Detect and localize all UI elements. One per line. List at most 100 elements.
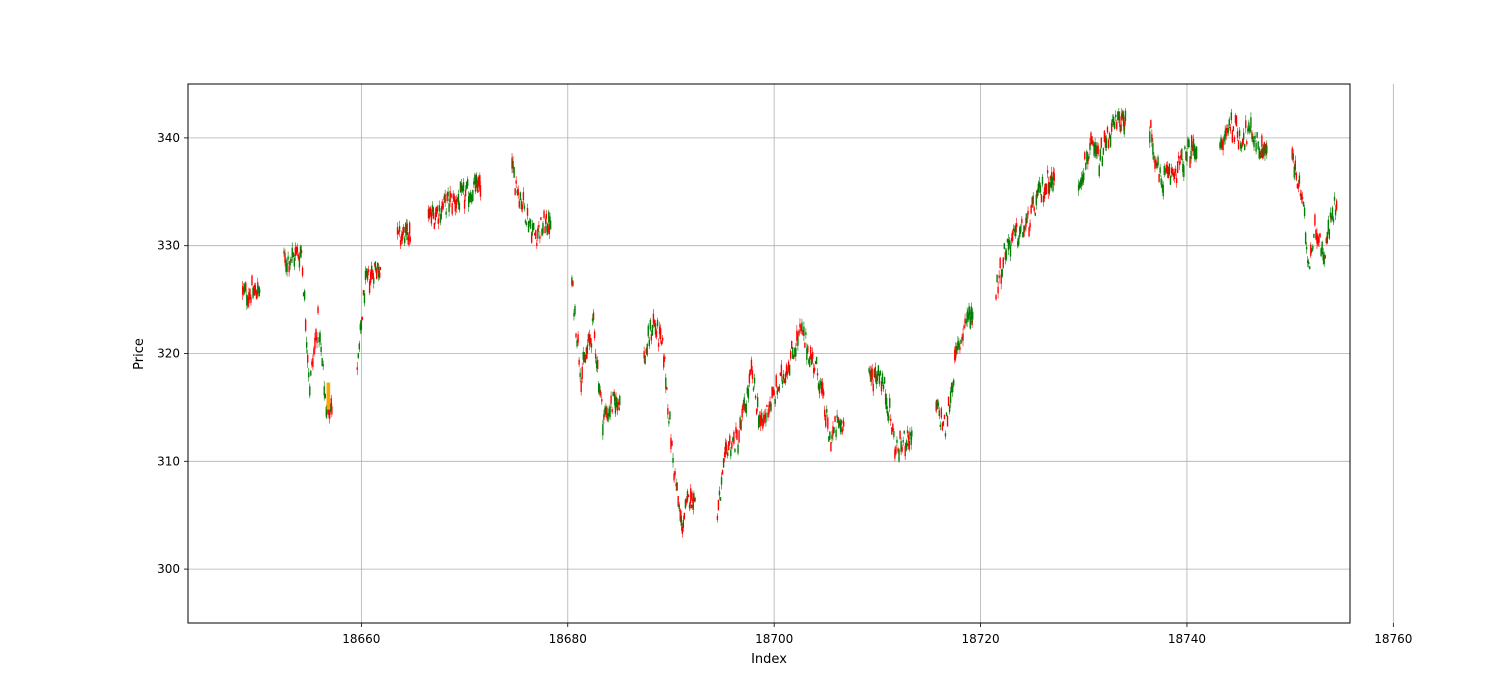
candle bbox=[290, 257, 292, 264]
candle bbox=[739, 415, 741, 430]
candle bbox=[743, 393, 745, 411]
candle bbox=[663, 353, 665, 371]
candle bbox=[574, 303, 576, 317]
candle bbox=[578, 357, 580, 368]
candle bbox=[647, 323, 649, 339]
candle bbox=[826, 405, 828, 417]
candle bbox=[1249, 125, 1251, 135]
candle bbox=[909, 432, 912, 437]
candle bbox=[716, 513, 719, 523]
candle bbox=[687, 494, 690, 498]
candle bbox=[811, 347, 814, 364]
candle bbox=[517, 185, 519, 200]
candle bbox=[460, 178, 463, 196]
candle bbox=[243, 282, 245, 297]
candle bbox=[283, 247, 285, 257]
candle bbox=[247, 295, 249, 309]
candle bbox=[453, 193, 455, 204]
candle bbox=[541, 227, 543, 237]
candle bbox=[461, 184, 464, 194]
candle bbox=[876, 370, 879, 384]
candle bbox=[897, 446, 899, 454]
candle bbox=[1239, 140, 1242, 152]
candle bbox=[428, 206, 431, 220]
candle bbox=[1177, 151, 1180, 163]
candle bbox=[836, 409, 838, 424]
candle bbox=[1023, 225, 1025, 238]
candle bbox=[591, 313, 594, 326]
candle bbox=[802, 329, 804, 336]
candle bbox=[1014, 223, 1017, 239]
candle bbox=[576, 338, 578, 349]
candle bbox=[1083, 167, 1085, 186]
candle bbox=[841, 426, 844, 435]
candle bbox=[785, 362, 788, 378]
candle bbox=[1108, 131, 1111, 140]
candle bbox=[1229, 123, 1231, 134]
candle bbox=[686, 488, 689, 504]
candle bbox=[939, 421, 942, 431]
candle bbox=[951, 381, 954, 397]
candle bbox=[1001, 267, 1003, 278]
candle bbox=[904, 442, 906, 460]
candle bbox=[907, 440, 909, 450]
candle bbox=[956, 343, 958, 355]
candle bbox=[676, 482, 678, 491]
candle bbox=[970, 302, 973, 323]
candle bbox=[1291, 146, 1293, 162]
candle bbox=[803, 321, 805, 342]
candle bbox=[379, 266, 382, 271]
candle bbox=[1245, 115, 1247, 134]
candle bbox=[657, 338, 660, 352]
candle bbox=[810, 345, 812, 360]
candle bbox=[674, 468, 676, 478]
candle bbox=[906, 425, 909, 438]
candle bbox=[297, 252, 300, 261]
candle bbox=[1039, 182, 1042, 196]
candle bbox=[324, 393, 326, 399]
candle bbox=[721, 469, 724, 476]
candle bbox=[652, 309, 655, 329]
candle bbox=[1115, 110, 1117, 122]
candle bbox=[1230, 108, 1233, 124]
candle bbox=[1324, 254, 1326, 259]
candle bbox=[1308, 258, 1310, 268]
candle bbox=[427, 205, 430, 222]
candle bbox=[593, 328, 596, 341]
candle bbox=[458, 200, 461, 213]
candle bbox=[819, 377, 822, 389]
candle bbox=[365, 268, 368, 279]
candle bbox=[935, 399, 937, 414]
candle bbox=[1293, 163, 1295, 181]
candle bbox=[447, 187, 449, 201]
candle bbox=[594, 348, 597, 364]
candle bbox=[1171, 166, 1174, 177]
candle bbox=[1318, 233, 1320, 248]
candle bbox=[643, 346, 645, 364]
candle bbox=[289, 256, 291, 270]
candle bbox=[1292, 149, 1294, 164]
candle bbox=[1332, 215, 1335, 226]
candle bbox=[1112, 114, 1115, 128]
candle bbox=[1037, 180, 1040, 196]
candle bbox=[671, 440, 673, 447]
candle bbox=[580, 377, 582, 396]
candle bbox=[734, 447, 736, 453]
candle bbox=[431, 201, 434, 216]
candle bbox=[1019, 225, 1021, 239]
candle bbox=[448, 198, 450, 217]
candle bbox=[680, 510, 682, 531]
candle bbox=[543, 209, 545, 220]
candle bbox=[1170, 163, 1173, 178]
candle bbox=[940, 406, 943, 420]
candle bbox=[719, 497, 722, 501]
candle bbox=[778, 383, 781, 393]
candle bbox=[536, 239, 538, 249]
candle bbox=[244, 282, 246, 296]
candle bbox=[1190, 134, 1193, 148]
candle bbox=[1036, 188, 1039, 199]
candle bbox=[309, 383, 311, 399]
candle bbox=[457, 189, 460, 210]
candle bbox=[1017, 238, 1019, 249]
candle bbox=[1187, 136, 1189, 149]
